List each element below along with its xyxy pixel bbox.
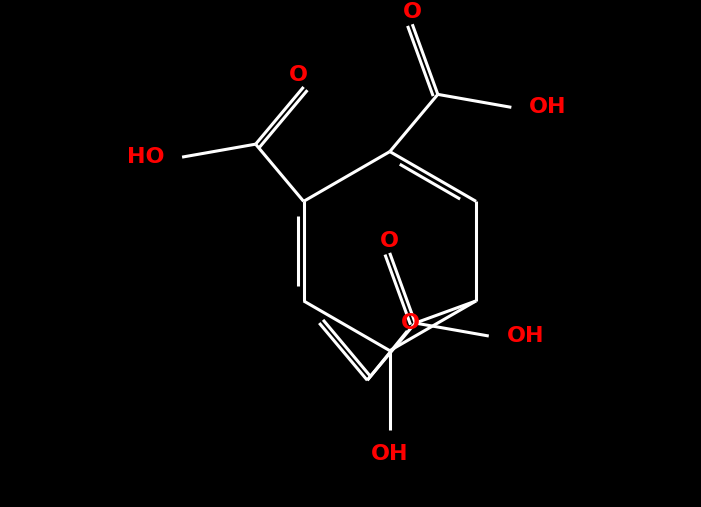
- Text: OH: OH: [507, 326, 544, 346]
- Text: OH: OH: [371, 444, 409, 464]
- Text: OH: OH: [529, 97, 567, 117]
- Text: O: O: [289, 65, 308, 85]
- Text: O: O: [403, 2, 422, 22]
- Text: HO: HO: [127, 147, 164, 167]
- Text: O: O: [380, 231, 399, 251]
- Text: O: O: [401, 313, 420, 333]
